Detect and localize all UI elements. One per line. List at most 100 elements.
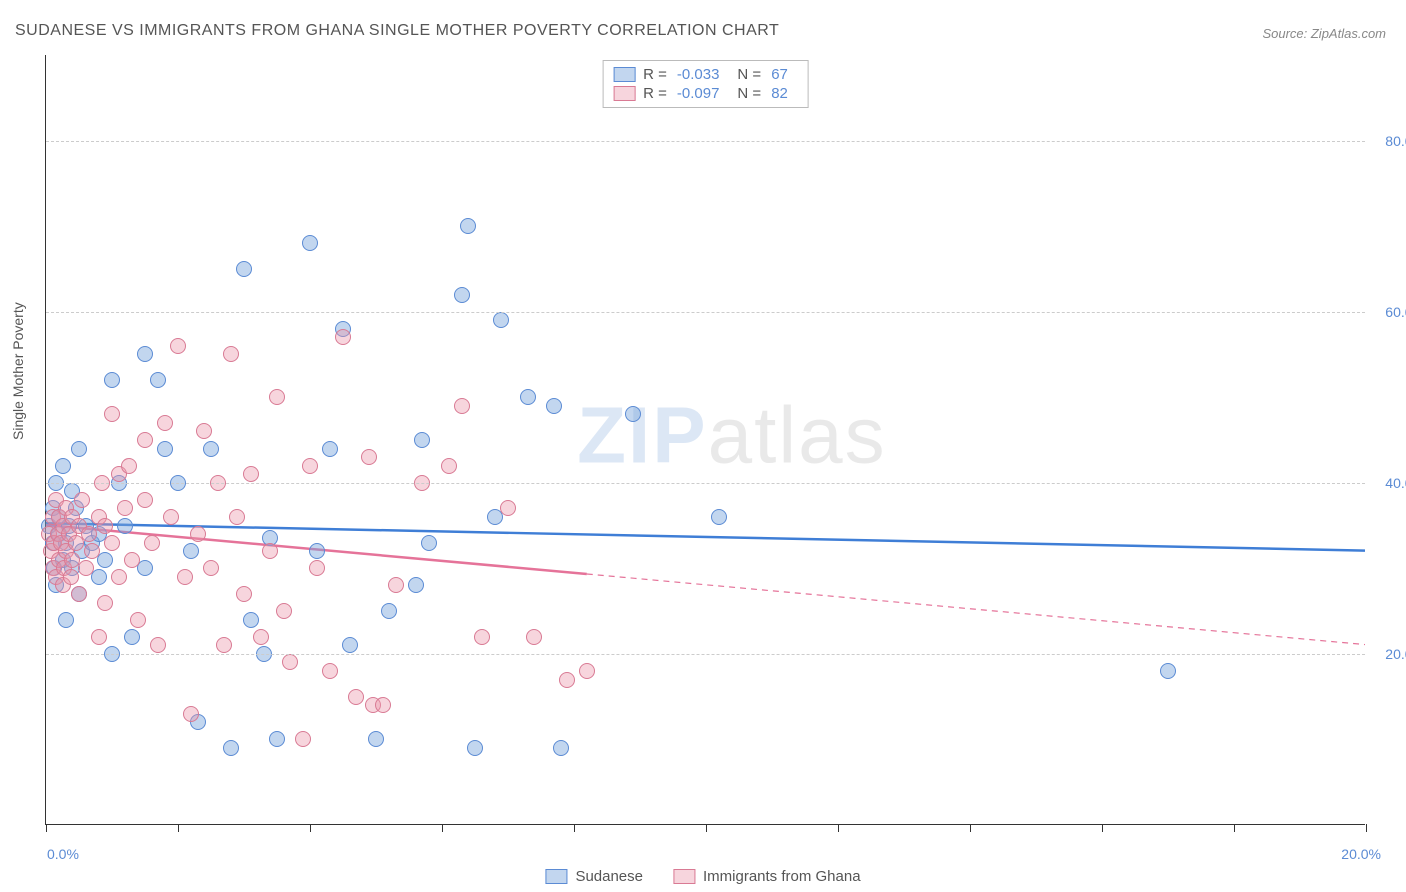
- stats-row-ghana: R = -0.097 N = 82: [613, 84, 798, 103]
- legend-swatch-sudanese: [545, 869, 567, 884]
- gridline: [46, 141, 1365, 142]
- data-point: [150, 637, 166, 653]
- r-value-ghana: -0.097: [677, 85, 720, 102]
- data-point: [381, 603, 397, 619]
- data-point: [322, 663, 338, 679]
- ytick-label: 80.0%: [1370, 133, 1406, 149]
- data-point: [183, 543, 199, 559]
- data-point: [711, 509, 727, 525]
- data-point: [121, 458, 137, 474]
- data-point: [81, 526, 97, 542]
- xtick: [838, 824, 839, 832]
- n-value-sudanese: 67: [771, 66, 788, 83]
- ytick-label: 40.0%: [1370, 475, 1406, 491]
- source-attribution: Source: ZipAtlas.com: [1262, 26, 1386, 41]
- data-point: [243, 612, 259, 628]
- data-point: [84, 543, 100, 559]
- data-point: [421, 535, 437, 551]
- data-point: [262, 543, 278, 559]
- gridline: [46, 654, 1365, 655]
- data-point: [203, 441, 219, 457]
- data-point: [282, 654, 298, 670]
- xtick: [970, 824, 971, 832]
- n-label-sudanese: N =: [737, 66, 761, 83]
- data-point: [467, 740, 483, 756]
- data-point: [117, 518, 133, 534]
- data-point: [579, 663, 595, 679]
- legend-swatch-ghana: [673, 869, 695, 884]
- data-point: [243, 466, 259, 482]
- data-point: [375, 697, 391, 713]
- plot-area: ZIPatlas 20.0%40.0%60.0%80.0% R = -0.033…: [45, 55, 1365, 825]
- xtick: [178, 824, 179, 832]
- data-point: [302, 458, 318, 474]
- correlation-stats-box: R = -0.033 N = 67 R = -0.097 N = 82: [602, 60, 809, 108]
- data-point: [58, 612, 74, 628]
- data-point: [124, 552, 140, 568]
- n-value-ghana: 82: [771, 85, 788, 102]
- data-point: [361, 449, 377, 465]
- data-point: [163, 509, 179, 525]
- data-point: [137, 346, 153, 362]
- data-point: [137, 560, 153, 576]
- data-point: [276, 603, 292, 619]
- data-point: [203, 560, 219, 576]
- x-label-left: 0.0%: [47, 846, 79, 862]
- data-point: [454, 398, 470, 414]
- r-label-ghana: R =: [643, 85, 667, 102]
- data-point: [441, 458, 457, 474]
- data-point: [71, 586, 87, 602]
- data-point: [91, 569, 107, 585]
- points-layer: [46, 55, 1365, 824]
- data-point: [104, 535, 120, 551]
- data-point: [526, 629, 542, 645]
- n-label-ghana: N =: [737, 85, 761, 102]
- data-point: [322, 441, 338, 457]
- chart-title: SUDANESE VS IMMIGRANTS FROM GHANA SINGLE…: [15, 22, 779, 40]
- data-point: [183, 706, 199, 722]
- data-point: [229, 509, 245, 525]
- data-point: [253, 629, 269, 645]
- legend-label-ghana: Immigrants from Ghana: [703, 868, 861, 885]
- data-point: [78, 560, 94, 576]
- stats-row-sudanese: R = -0.033 N = 67: [613, 65, 798, 84]
- data-point: [97, 552, 113, 568]
- data-point: [117, 500, 133, 516]
- swatch-ghana: [613, 86, 635, 101]
- data-point: [553, 740, 569, 756]
- r-label-sudanese: R =: [643, 66, 667, 83]
- ytick-label: 20.0%: [1370, 646, 1406, 662]
- data-point: [335, 329, 351, 345]
- data-point: [295, 731, 311, 747]
- data-point: [625, 406, 641, 422]
- data-point: [309, 543, 325, 559]
- data-point: [454, 287, 470, 303]
- data-point: [368, 731, 384, 747]
- data-point: [157, 415, 173, 431]
- data-point: [408, 577, 424, 593]
- swatch-sudanese: [613, 67, 635, 82]
- data-point: [302, 235, 318, 251]
- data-point: [196, 423, 212, 439]
- data-point: [474, 629, 490, 645]
- data-point: [150, 372, 166, 388]
- data-point: [414, 432, 430, 448]
- legend-label-sudanese: Sudanese: [575, 868, 643, 885]
- legend-item-sudanese: Sudanese: [545, 868, 643, 885]
- data-point: [71, 441, 87, 457]
- data-point: [111, 569, 127, 585]
- data-point: [137, 432, 153, 448]
- data-point: [559, 672, 575, 688]
- data-point: [104, 372, 120, 388]
- data-point: [216, 637, 232, 653]
- data-point: [342, 637, 358, 653]
- data-point: [137, 492, 153, 508]
- data-point: [74, 492, 90, 508]
- gridline: [46, 483, 1365, 484]
- data-point: [104, 406, 120, 422]
- ytick-label: 60.0%: [1370, 304, 1406, 320]
- data-point: [91, 629, 107, 645]
- data-point: [520, 389, 536, 405]
- data-point: [177, 569, 193, 585]
- data-point: [236, 586, 252, 602]
